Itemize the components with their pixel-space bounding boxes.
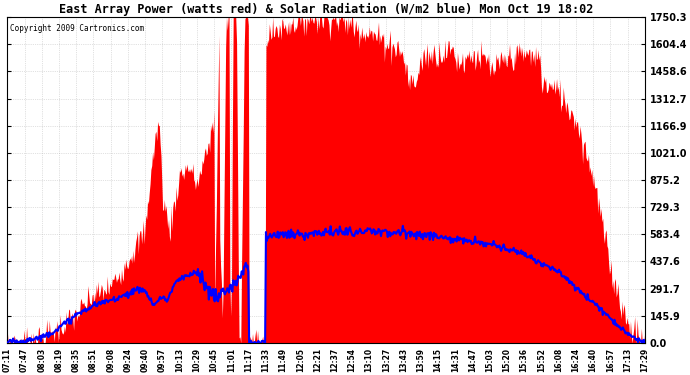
Text: Copyright 2009 Cartronics.com: Copyright 2009 Cartronics.com	[10, 24, 145, 33]
Title: East Array Power (watts red) & Solar Radiation (W/m2 blue) Mon Oct 19 18:02: East Array Power (watts red) & Solar Rad…	[59, 3, 593, 16]
